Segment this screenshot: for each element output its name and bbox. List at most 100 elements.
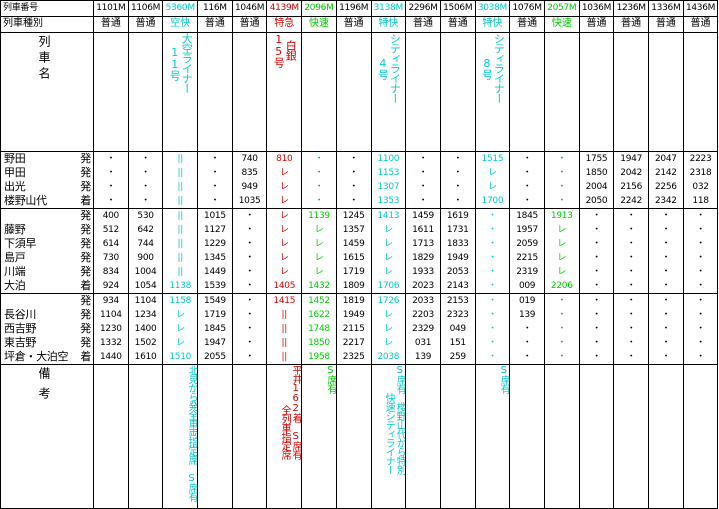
time-value: 1332: [99, 338, 122, 348]
station-name: 藤野: [4, 223, 26, 236]
time-value: ・: [696, 338, 705, 348]
train-name-cell: [231, 32, 268, 152]
time-value: ・: [245, 324, 254, 334]
train-type: 普通: [682, 16, 719, 33]
time-value: レ: [383, 310, 393, 320]
train-number: 1101M: [93, 0, 129, 17]
time-value: 744: [137, 239, 154, 249]
time-value: ・: [626, 296, 636, 306]
time-cell: ・・・・・・: [578, 208, 615, 294]
time-cell: ・・・・・・: [682, 208, 719, 294]
remarks-cell: [335, 364, 372, 509]
station-name: 出光: [4, 180, 26, 193]
train-type: 快速: [543, 16, 580, 33]
station-name: 東吉野: [4, 336, 37, 349]
train-number: 116M: [197, 0, 233, 17]
time-value: ・: [592, 267, 601, 277]
remarks-cell: [197, 364, 233, 509]
time-value: ・: [696, 239, 705, 249]
train-remarks: S席有: [324, 365, 336, 394]
time-value: 2215: [516, 253, 538, 263]
time-value: ・: [661, 281, 671, 291]
time-value: ・: [696, 211, 705, 221]
remarks-cell: 北見から発全車両指定席 S席有: [162, 364, 199, 509]
station-line: 川端 発: [3, 265, 93, 279]
time-value: ・: [488, 211, 497, 221]
time-value: レ: [557, 239, 567, 249]
time-value: ・: [557, 324, 567, 334]
time-value: ・: [661, 211, 671, 221]
arrival-departure-mark: 着: [80, 194, 91, 207]
station-line: 大泊 着: [3, 279, 93, 293]
time-value: 1127: [204, 225, 226, 235]
time-value: レ: [383, 225, 393, 235]
remarks-label-cell: 備考: [0, 364, 94, 509]
train-name: 白銀 15号: [272, 33, 298, 68]
time-value: ・: [696, 310, 705, 320]
time-value: 1933: [412, 267, 434, 277]
time-value: 1610: [134, 352, 157, 362]
train-name-cell: [405, 32, 441, 152]
time-value: レ: [314, 239, 324, 249]
time-value: ・: [696, 225, 705, 235]
time-value: 2033: [412, 296, 434, 306]
time-value: ・: [141, 196, 150, 206]
time-value: 1611: [412, 225, 434, 235]
time-value: ・: [522, 324, 532, 334]
time-value: 1755: [585, 154, 608, 164]
time-value: ||: [177, 168, 183, 178]
time-value: ・: [453, 196, 463, 206]
time-value: ||: [177, 182, 183, 192]
time-value: 1510: [169, 352, 192, 362]
time-value: 2242: [620, 196, 643, 206]
station-name: 甲田: [4, 166, 26, 179]
time-value: ・: [453, 154, 463, 164]
station-line: 坪倉・大泊空着: [3, 350, 93, 364]
time-value: ・: [245, 352, 254, 362]
arrival-departure-mark: 発: [80, 265, 91, 278]
time-value: 2206: [550, 281, 573, 291]
remarks-cell: [93, 364, 129, 509]
time-value: ・: [592, 296, 601, 306]
time-value: ・: [626, 324, 636, 334]
remarks-cell: [405, 364, 441, 509]
time-value: ・: [453, 182, 463, 192]
remarks-label: 備考: [37, 367, 51, 407]
time-value: 1307: [377, 182, 400, 192]
time-value: 1719: [204, 310, 226, 320]
train-name-cell: 大空ライナー 11号: [162, 32, 199, 152]
time-value: 1850: [308, 338, 330, 348]
time-value: ・: [696, 267, 705, 277]
time-value: 2223: [689, 154, 712, 164]
time-value: 1357: [342, 225, 365, 235]
time-value: ・: [592, 352, 601, 362]
time-cell: ・・・・: [543, 151, 580, 209]
time-value: ・: [488, 281, 497, 291]
time-cell: ・・・・・: [682, 293, 719, 365]
train-type-row: 列車種別 普通 普通 空快 普通 普通 特急 快速 普通 特快 普通 普通 特快 普通 快速 普通 普通 普通 普通: [0, 16, 719, 33]
time-cell: ・・・・: [439, 151, 476, 209]
time-value: 1405: [273, 281, 296, 291]
time-value: ・: [245, 267, 254, 277]
train-type: 普通: [578, 16, 615, 33]
arrival-departure-mark: 発: [80, 209, 91, 223]
time-value: ・: [557, 182, 567, 192]
time-value: ・: [661, 296, 671, 306]
train-name-cell: [509, 32, 545, 152]
station-line: 島戸 発: [3, 251, 93, 265]
time-cell: 1245 1357 1459 1615 1719 1809: [335, 208, 372, 294]
remarks-row: 備考 北見から発全車両指定席 S席有 平井162着 S席有 全列車指定席 S席有 S席有…: [0, 364, 719, 509]
time-value: ・: [626, 281, 636, 291]
arrival-departure-mark: 発: [80, 251, 91, 264]
time-cell: 2047 2142 2256 2342: [648, 151, 684, 209]
time-value: 1731: [446, 225, 469, 235]
time-value: レ: [383, 267, 393, 277]
time-value: レ: [175, 338, 185, 348]
time-value: 1947: [620, 154, 643, 164]
time-value: ・: [488, 267, 497, 277]
time-value: ||: [177, 211, 183, 221]
time-value: 1345: [204, 253, 226, 263]
time-cell: 740 835 949 1035: [231, 151, 268, 209]
station-name: 島戸: [4, 251, 26, 264]
time-cell: 1515 レレ 1700: [474, 151, 511, 209]
